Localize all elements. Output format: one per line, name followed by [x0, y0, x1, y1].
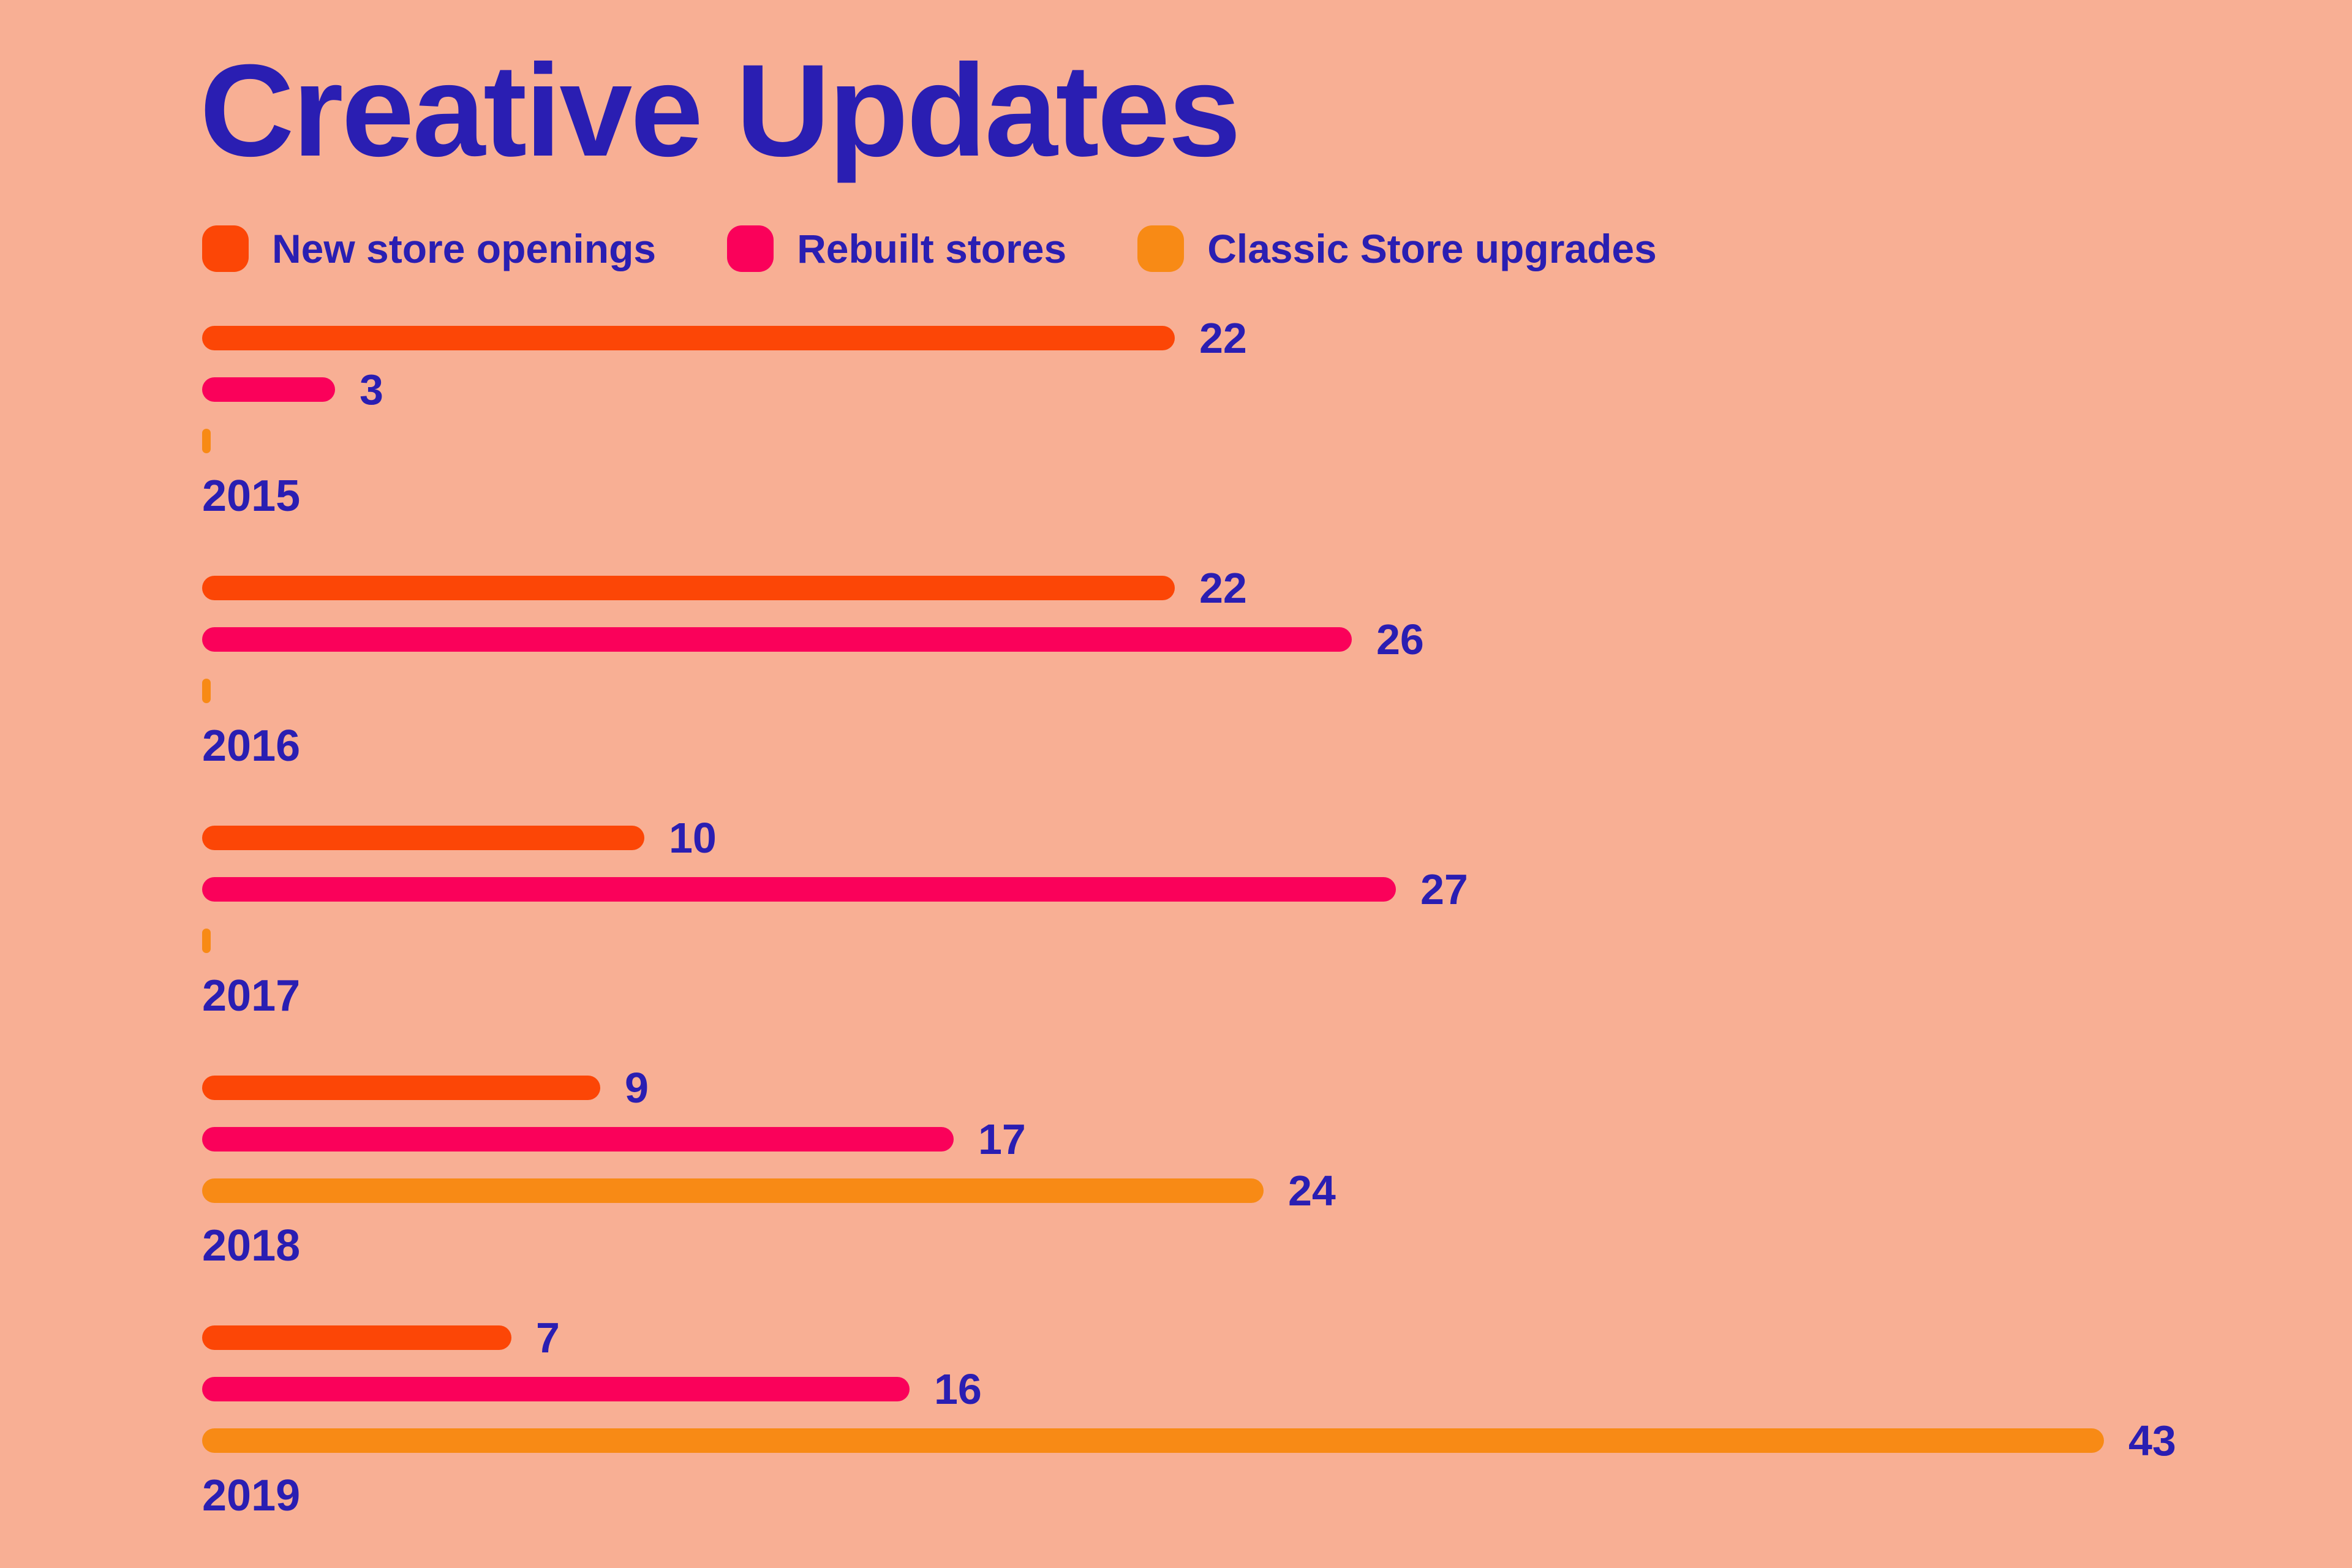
- value-label-new-store-openings-2015: 22: [1199, 314, 1247, 362]
- year-group-2016: 22 26 2016: [202, 562, 2176, 772]
- legend-swatch-classic-store-upgrades: [1137, 225, 1185, 272]
- page-title: Creative Updates: [200, 37, 1241, 184]
- bar-rebuilt-stores-2016: [202, 627, 1352, 652]
- year-label-2015: 2015: [202, 472, 301, 521]
- bar-rebuilt-stores-2017: [202, 877, 1396, 902]
- chart: 22 3 2015 22 26 2016 10 27 2017 9 17 24 2018 7 16 43 201…: [202, 312, 2176, 1562]
- bar-classic-store-upgrades-2017: [202, 929, 211, 953]
- year-group-2017: 10 27 2017: [202, 812, 2176, 1022]
- value-label-new-store-openings-2016: 22: [1199, 564, 1247, 612]
- year-group-2018: 9 17 24 2018: [202, 1062, 2176, 1272]
- bar-row-rebuilt-stores-2019: 16: [202, 1363, 2176, 1415]
- bar-row-new-store-openings-2015: 22: [202, 312, 2176, 364]
- bar-row-new-store-openings-2018: 9: [202, 1062, 2176, 1114]
- bar-new-store-openings-2017: [202, 826, 644, 850]
- bar-row-rebuilt-stores-2016: 26: [202, 614, 2176, 665]
- legend-label-classic-store-upgrades: Classic Store upgrades: [1207, 226, 1657, 271]
- value-label-classic-store-upgrades-2019: 43: [2128, 1417, 2176, 1464]
- bar-rebuilt-stores-2015: [202, 377, 335, 402]
- legend-label-new-store-openings: New store openings: [272, 226, 657, 271]
- bar-row-new-store-openings-2017: 10: [202, 812, 2176, 864]
- value-label-rebuilt-stores-2017: 27: [1420, 865, 1468, 913]
- year-group-2019: 7 16 43 2019: [202, 1312, 2176, 1521]
- year-label-2016: 2016: [202, 722, 301, 771]
- bar-classic-store-upgrades-2019: [202, 1428, 2104, 1453]
- bar-row-rebuilt-stores-2017: 27: [202, 864, 2176, 915]
- value-label-new-store-openings-2018: 9: [625, 1064, 649, 1112]
- year-label-2019: 2019: [202, 1471, 301, 1520]
- bar-new-store-openings-2019: [202, 1325, 511, 1350]
- legend-item-classic-store-upgrades: Classic Store upgrades: [1137, 225, 1657, 272]
- bar-row-classic-store-upgrades-2015: [202, 415, 2176, 467]
- value-label-rebuilt-stores-2018: 17: [978, 1115, 1026, 1163]
- legend-swatch-rebuilt-stores: [727, 225, 774, 272]
- legend-label-rebuilt-stores: Rebuilt stores: [797, 226, 1067, 271]
- legend-item-new-store-openings: New store openings: [202, 225, 656, 272]
- bar-row-classic-store-upgrades-2018: 24: [202, 1165, 2176, 1216]
- bar-classic-store-upgrades-2018: [202, 1178, 1264, 1203]
- bar-row-rebuilt-stores-2018: 17: [202, 1114, 2176, 1165]
- bar-classic-store-upgrades-2015: [202, 429, 211, 453]
- value-label-rebuilt-stores-2019: 16: [934, 1365, 982, 1413]
- value-label-classic-store-upgrades-2018: 24: [1288, 1167, 1336, 1215]
- value-label-new-store-openings-2017: 10: [669, 814, 717, 862]
- year-label-2017: 2017: [202, 971, 301, 1020]
- value-label-rebuilt-stores-2015: 3: [360, 366, 383, 413]
- bar-row-classic-store-upgrades-2016: [202, 665, 2176, 717]
- bar-new-store-openings-2018: [202, 1076, 600, 1100]
- legend: New store openings Rebuilt stores Classi…: [202, 225, 1657, 272]
- bar-classic-store-upgrades-2016: [202, 679, 211, 703]
- bar-row-new-store-openings-2019: 7: [202, 1312, 2176, 1363]
- bar-rebuilt-stores-2019: [202, 1377, 910, 1401]
- bar-row-classic-store-upgrades-2019: 43: [202, 1415, 2176, 1466]
- bar-row-new-store-openings-2016: 22: [202, 562, 2176, 614]
- bar-rebuilt-stores-2018: [202, 1127, 954, 1152]
- value-label-new-store-openings-2019: 7: [536, 1314, 560, 1362]
- year-group-2015: 22 3 2015: [202, 312, 2176, 522]
- year-label-2018: 2018: [202, 1221, 301, 1270]
- bar-row-rebuilt-stores-2015: 3: [202, 364, 2176, 415]
- bar-row-classic-store-upgrades-2017: [202, 915, 2176, 967]
- bar-new-store-openings-2015: [202, 326, 1175, 350]
- legend-item-rebuilt-stores: Rebuilt stores: [727, 225, 1066, 272]
- legend-swatch-new-store-openings: [202, 225, 249, 272]
- value-label-rebuilt-stores-2016: 26: [1376, 616, 1424, 663]
- bar-new-store-openings-2016: [202, 576, 1175, 600]
